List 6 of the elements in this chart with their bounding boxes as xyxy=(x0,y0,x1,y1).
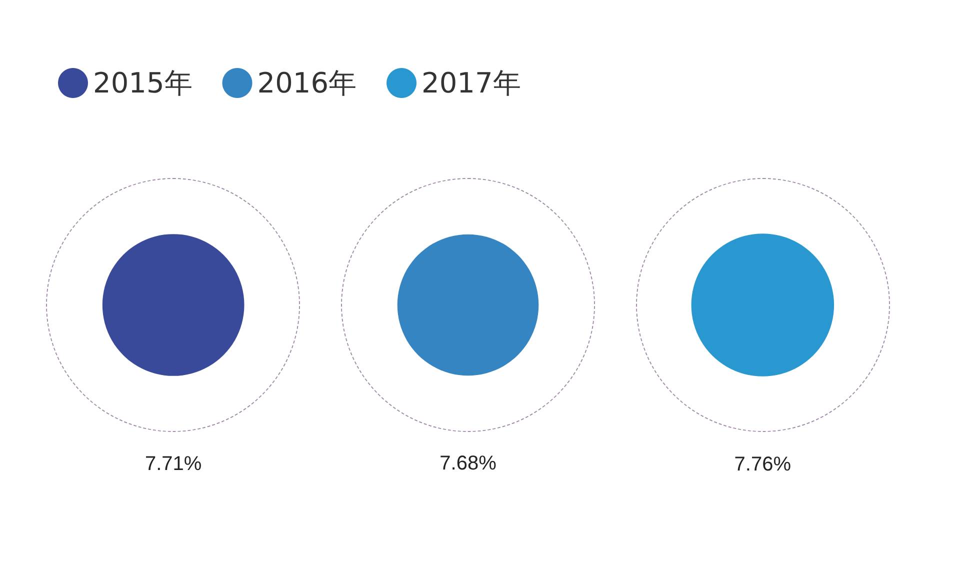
category-label: 2017年 xyxy=(422,66,521,100)
data-label: 7.76% xyxy=(734,453,792,476)
category-label: 2016年 xyxy=(257,66,357,100)
data-label: 7.68% xyxy=(440,452,497,475)
data-label: 7.71% xyxy=(144,452,202,475)
category-label: 2015年 xyxy=(93,66,192,100)
